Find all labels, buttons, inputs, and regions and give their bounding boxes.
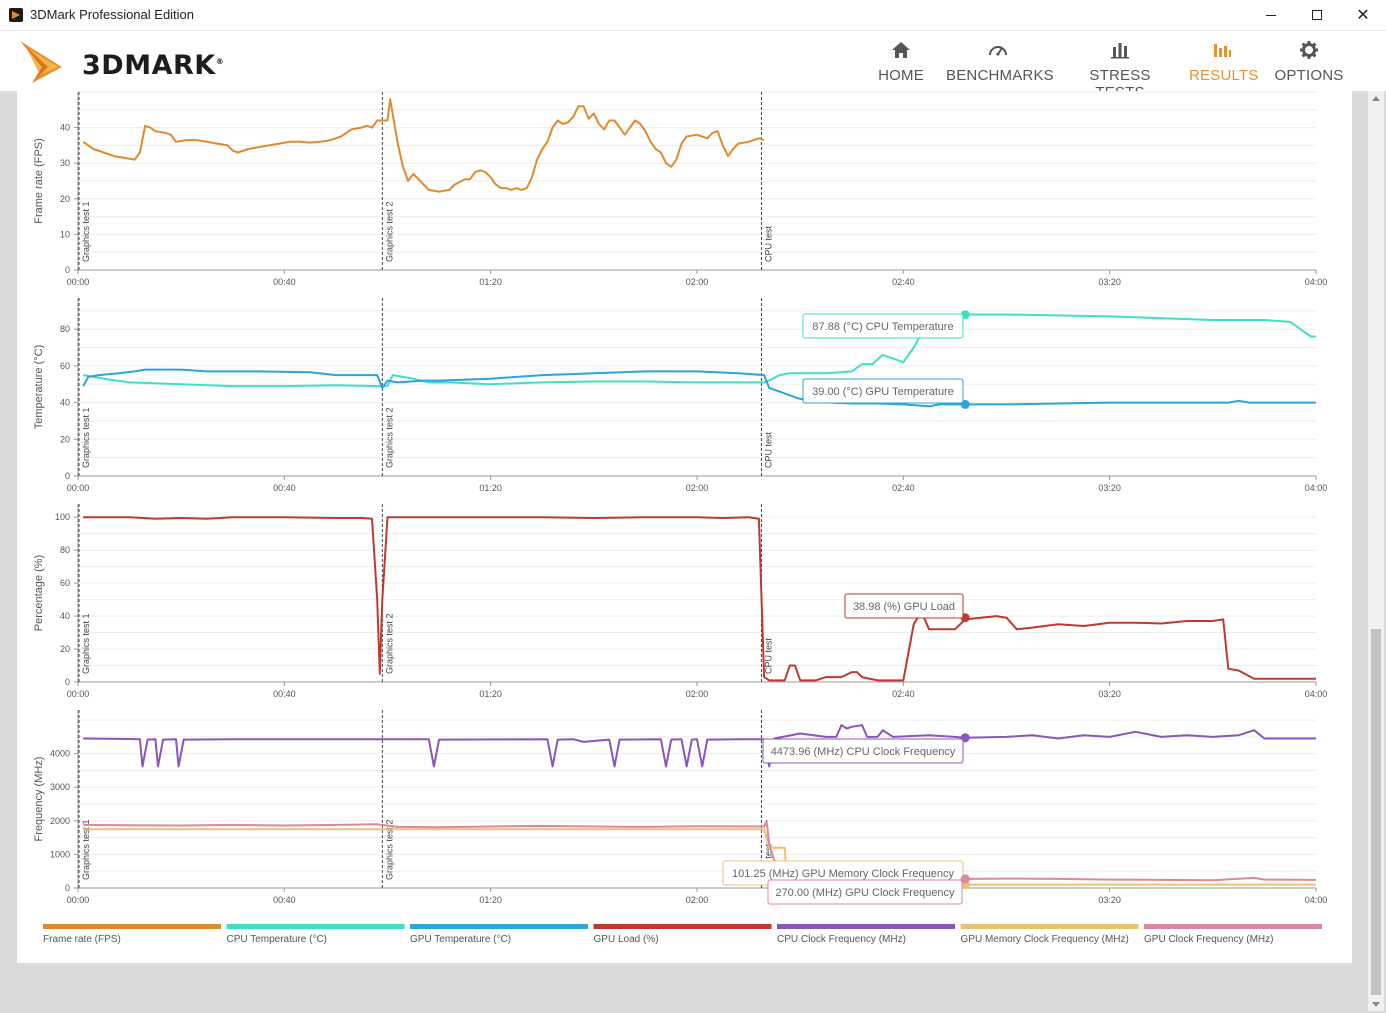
scroll-down-icon[interactable] <box>1372 1002 1380 1007</box>
window-title-bar: 3DMark Professional Edition ✕ <box>0 0 1386 31</box>
3dmark-logo: 3DMARK® <box>18 37 238 87</box>
nav-results-label: RESULTS <box>1189 67 1259 84</box>
results-panel <box>17 91 1352 963</box>
nav-results[interactable]: RESULTS <box>1189 37 1259 87</box>
window-title: 3DMark Professional Edition <box>30 7 195 22</box>
nav-home-label: HOME <box>878 67 924 84</box>
gauge-icon <box>989 46 1007 56</box>
home-icon <box>892 42 910 58</box>
nav-options[interactable]: OPTIONS <box>1274 37 1344 87</box>
results-icon <box>1214 44 1231 57</box>
maximize-button[interactable] <box>1294 0 1340 30</box>
vertical-scrollbar[interactable] <box>1368 91 1384 1011</box>
bar-chart-icon <box>1111 43 1129 59</box>
app-header: 3DMARK® HOME BENCHMARKS STRESS TESTS <box>0 31 1386 101</box>
scroll-up-icon[interactable] <box>1372 96 1380 101</box>
logo-mark-icon <box>20 41 62 83</box>
close-icon: ✕ <box>1356 7 1370 24</box>
maximize-icon <box>1312 10 1322 20</box>
app-icon <box>9 8 23 22</box>
nav-benchmarks-label: BENCHMARKS <box>946 67 1054 84</box>
scrollbar-thumb[interactable] <box>1371 629 1381 995</box>
nav-benchmarks[interactable]: BENCHMARKS <box>946 37 1054 87</box>
close-button[interactable]: ✕ <box>1340 0 1386 30</box>
gear-icon <box>1300 41 1318 59</box>
logo-text: 3DMARK® <box>82 50 225 81</box>
nav-options-label: OPTIONS <box>1274 67 1344 84</box>
minimize-button[interactable] <box>1248 0 1294 30</box>
nav-stress-tests[interactable]: STRESS TESTS <box>1070 37 1170 101</box>
nav-home[interactable]: HOME <box>872 37 930 87</box>
minimize-icon <box>1266 14 1276 16</box>
